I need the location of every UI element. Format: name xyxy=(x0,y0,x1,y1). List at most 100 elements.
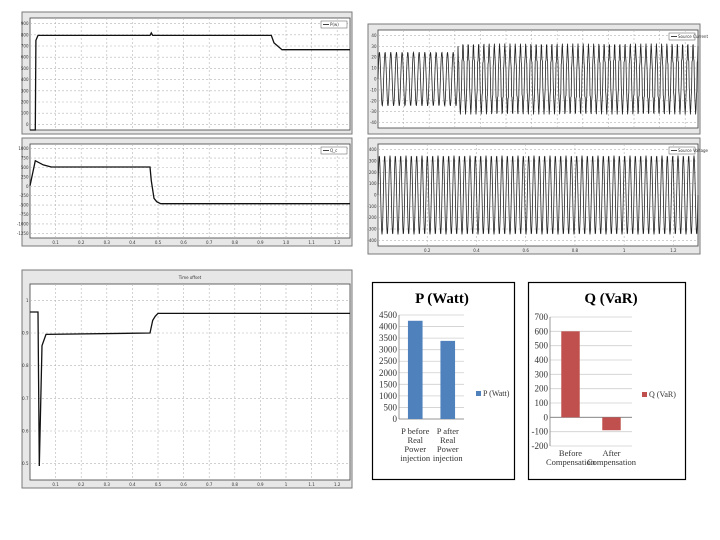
y-tick-label: 2000 xyxy=(379,368,398,378)
y-tick-label: -750 xyxy=(19,212,29,217)
legend-box xyxy=(320,20,348,29)
y-tick-label: 0 xyxy=(544,412,549,422)
chart-source-voltage: 400 300 200 100 0 -100 -200 -300 -400 0.2 0.4 0.6 0.… xyxy=(367,137,709,255)
x-tick-label: 0.4 xyxy=(129,240,136,245)
x-tick-label: 0.8 xyxy=(232,482,239,487)
x-tick-label: 0.7 xyxy=(206,240,213,245)
x-category-line: Real xyxy=(440,435,456,445)
x-tick-label: 0.2 xyxy=(424,248,431,253)
legend-swatch xyxy=(642,392,647,397)
y-tick-label: -250 xyxy=(19,193,29,198)
chart-title: Time offset xyxy=(178,275,202,280)
bar xyxy=(602,417,621,431)
y-tick-label: 0.5 xyxy=(22,461,29,466)
x-tick-label: 0.5 xyxy=(155,482,162,487)
y-tick-label: 400 xyxy=(369,147,377,152)
legend-label: Q (VaR) xyxy=(649,390,676,399)
plot-area xyxy=(29,143,351,239)
y-tick-label: 200 xyxy=(21,100,29,105)
legend-label: Q_c xyxy=(330,148,337,153)
x-tick-label: 0.1 xyxy=(52,482,59,487)
y-tick-label: -1000 xyxy=(17,221,29,226)
y-tick-label: 0.7 xyxy=(22,396,29,401)
chart-title: P (Watt) xyxy=(415,291,469,307)
x-tick-label: 0.6 xyxy=(523,248,530,253)
y-tick-label: 30 xyxy=(371,44,377,49)
y-tick-label: 500 xyxy=(535,341,549,351)
x-tick-label: 0.3 xyxy=(104,240,111,245)
chart-time-offset: 1 0.9 0.8 0.7 0.6 0.5 0.1 0.2 0.3 0.4 0.5 0.6 0.7 0.8… xyxy=(21,269,353,489)
x-tick-label: 0.5 xyxy=(155,240,162,245)
y-tick-label: 500 xyxy=(21,165,29,170)
x-tick-label: 1.1 xyxy=(308,482,315,487)
y-tick-label: 2500 xyxy=(379,356,398,366)
x-category-label: P after Real Power injection xyxy=(433,426,463,463)
y-tick-label: 0.8 xyxy=(22,363,29,368)
x-category-line: injection xyxy=(400,453,430,463)
y-tick-label: 1000 xyxy=(18,146,29,151)
x-category-line: Real xyxy=(407,435,423,445)
x-tick-label: 1 xyxy=(623,248,626,253)
legend-label: P(w) xyxy=(330,22,339,27)
x-category-label: Before Compensation xyxy=(546,448,596,467)
x-tick-label: 0.7 xyxy=(206,482,213,487)
x-category-line: Power xyxy=(404,444,426,454)
y-tick-label: -100 xyxy=(367,204,377,209)
x-category-line: Power xyxy=(437,444,459,454)
chart-frame xyxy=(527,281,687,481)
source-voltage-wave xyxy=(377,155,699,235)
y-tick-label: -200 xyxy=(367,215,377,220)
x-tick-label: 0.4 xyxy=(473,248,480,253)
x-tick-label: 1.2 xyxy=(334,240,341,245)
legend-label: Source Voltage xyxy=(678,148,709,153)
y-tick-label: 900 xyxy=(21,21,29,26)
plot-area xyxy=(29,17,351,131)
y-tick-label: -200 xyxy=(532,441,549,451)
y-tick-label: 600 xyxy=(21,55,29,60)
y-tick-label: 300 xyxy=(21,88,29,93)
y-tick-label: 300 xyxy=(369,159,377,164)
series-line xyxy=(30,311,350,467)
y-tick-label: -400 xyxy=(367,238,377,243)
bar xyxy=(440,340,456,419)
y-tick-label: 250 xyxy=(21,174,29,179)
x-tick-label: 0.6 xyxy=(180,240,187,245)
y-tick-label: 40 xyxy=(371,33,377,38)
source-current-wave xyxy=(377,43,699,115)
x-tick-label: 1.0 xyxy=(283,240,290,245)
y-tick-label: 800 xyxy=(21,32,29,37)
y-tick-label: 1 xyxy=(26,298,29,303)
chart-q-var-bar: Q (VaR) -200 -100 0 100 200 300 400 500 600 700 Bef… xyxy=(527,281,687,481)
bar xyxy=(407,320,423,419)
y-tick-label: 10 xyxy=(371,66,377,71)
y-tick-label: 1000 xyxy=(379,391,398,401)
y-tick-label: 600 xyxy=(535,326,549,336)
y-tick-label: 4000 xyxy=(379,322,398,332)
series-line xyxy=(30,31,350,131)
x-tick-label: 1.1 xyxy=(308,240,315,245)
chart-title: Q (VaR) xyxy=(584,291,637,307)
y-tick-label: 100 xyxy=(369,181,377,186)
y-tick-label: 100 xyxy=(21,111,29,116)
y-tick-label: 200 xyxy=(535,384,549,394)
legend-swatch xyxy=(476,391,481,396)
x-tick-label: 0.4 xyxy=(129,482,136,487)
y-tick-label: 500 xyxy=(384,402,398,412)
y-tick-label: -10 xyxy=(370,87,377,92)
y-tick-label: -1250 xyxy=(17,231,29,236)
x-tick-label: 0.9 xyxy=(257,240,264,245)
y-tick-label: -300 xyxy=(367,227,377,232)
legend-box xyxy=(320,146,348,155)
legend-label: Source Current xyxy=(678,34,708,39)
y-tick-label: -30 xyxy=(370,109,377,114)
y-tick-label: 400 xyxy=(21,77,29,82)
y-tick-label: 700 xyxy=(535,312,549,322)
y-tick-label: 750 xyxy=(21,156,29,161)
y-tick-label: -100 xyxy=(532,427,549,437)
chart-qc-line: 1000 750 500 250 0 -250 -500 -750 -1000 -1250 0.1 0… xyxy=(17,137,353,247)
y-tick-label: -20 xyxy=(370,98,377,103)
x-tick-label: 0.2 xyxy=(78,240,85,245)
y-tick-label: 3000 xyxy=(379,345,398,355)
y-tick-label: 400 xyxy=(535,355,549,365)
